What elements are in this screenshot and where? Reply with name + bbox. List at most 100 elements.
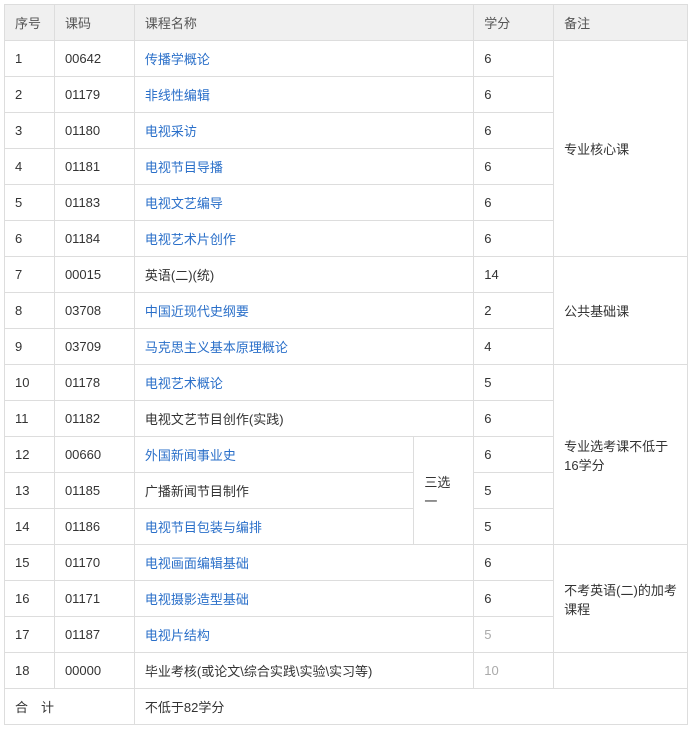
course-link[interactable]: 非线性编辑	[145, 88, 210, 103]
course-link[interactable]: 外国新闻事业史	[145, 448, 236, 463]
header-seq: 序号	[5, 5, 55, 41]
header-note: 备注	[554, 5, 688, 41]
cell-seq: 4	[5, 149, 55, 185]
cell-seq: 2	[5, 77, 55, 113]
cell-seq: 13	[5, 473, 55, 509]
course-link[interactable]: 电视艺术概论	[145, 376, 223, 391]
course-table: 序号 课码 课程名称 学分 备注 100642传播学概论6专业核心课201179…	[4, 4, 688, 725]
cell-sub: 三选一	[414, 437, 474, 545]
cell-name: 中国近现代史纲要	[134, 293, 473, 329]
cell-credit: 5	[474, 473, 554, 509]
course-link[interactable]: 电视片结构	[145, 628, 210, 643]
cell-name: 电视文艺节目创作(实践)	[134, 401, 473, 437]
cell-seq: 8	[5, 293, 55, 329]
cell-code: 01178	[54, 365, 134, 401]
cell-code: 00642	[54, 41, 134, 77]
cell-name: 电视采访	[134, 113, 473, 149]
cell-code: 01185	[54, 473, 134, 509]
cell-name: 毕业考核(或论文\综合实践\实验\实习等)	[134, 653, 473, 689]
cell-name: 广播新闻节目制作	[134, 473, 413, 509]
cell-credit: 10	[474, 653, 554, 689]
total-label: 合 计	[5, 689, 135, 725]
cell-name: 电视节目导播	[134, 149, 473, 185]
cell-code: 03708	[54, 293, 134, 329]
header-name: 课程名称	[134, 5, 413, 41]
course-link[interactable]: 电视艺术片创作	[145, 232, 236, 247]
cell-name: 非线性编辑	[134, 77, 473, 113]
header-credit: 学分	[474, 5, 554, 41]
cell-credit: 6	[474, 581, 554, 617]
cell-credit: 6	[474, 221, 554, 257]
cell-seq: 3	[5, 113, 55, 149]
cell-credit: 6	[474, 437, 554, 473]
course-link[interactable]: 电视文艺编导	[145, 196, 223, 211]
cell-seq: 14	[5, 509, 55, 545]
cell-code: 01170	[54, 545, 134, 581]
table-row: 700015英语(二)(统)14公共基础课	[5, 257, 688, 293]
total-text: 不低于82学分	[134, 689, 687, 725]
cell-name: 电视画面编辑基础	[134, 545, 473, 581]
cell-credit: 6	[474, 149, 554, 185]
cell-code: 00000	[54, 653, 134, 689]
cell-code: 00015	[54, 257, 134, 293]
cell-seq: 18	[5, 653, 55, 689]
course-link[interactable]: 中国近现代史纲要	[145, 304, 249, 319]
cell-credit: 6	[474, 77, 554, 113]
cell-seq: 15	[5, 545, 55, 581]
table-row: 1001178电视艺术概论5专业选考课不低于16学分	[5, 365, 688, 401]
cell-code: 03709	[54, 329, 134, 365]
course-link[interactable]: 电视节目包装与编排	[145, 520, 262, 535]
cell-credit: 14	[474, 257, 554, 293]
total-row: 合 计不低于82学分	[5, 689, 688, 725]
course-link[interactable]: 电视采访	[145, 124, 197, 139]
cell-code: 01183	[54, 185, 134, 221]
cell-name: 电视文艺编导	[134, 185, 473, 221]
cell-name: 马克思主义基本原理概论	[134, 329, 473, 365]
cell-code: 01179	[54, 77, 134, 113]
cell-code: 01182	[54, 401, 134, 437]
cell-credit: 6	[474, 113, 554, 149]
cell-seq: 5	[5, 185, 55, 221]
course-link[interactable]: 电视节目导播	[145, 160, 223, 175]
table-row: 1501170电视画面编辑基础6不考英语(二)的加考课程	[5, 545, 688, 581]
course-link[interactable]: 电视摄影造型基础	[145, 592, 249, 607]
header-row: 序号 课码 课程名称 学分 备注	[5, 5, 688, 41]
cell-code: 01184	[54, 221, 134, 257]
cell-seq: 16	[5, 581, 55, 617]
course-link[interactable]: 传播学概论	[145, 52, 210, 67]
cell-note: 专业核心课	[554, 41, 688, 257]
cell-code: 01186	[54, 509, 134, 545]
header-code: 课码	[54, 5, 134, 41]
table-row: 1800000毕业考核(或论文\综合实践\实验\实习等)10	[5, 653, 688, 689]
cell-name: 电视摄影造型基础	[134, 581, 473, 617]
cell-seq: 6	[5, 221, 55, 257]
cell-name: 外国新闻事业史	[134, 437, 413, 473]
cell-name: 电视艺术片创作	[134, 221, 473, 257]
cell-note: 公共基础课	[554, 257, 688, 365]
cell-seq: 1	[5, 41, 55, 77]
cell-credit: 6	[474, 41, 554, 77]
header-name-sub	[414, 5, 474, 41]
cell-note	[554, 653, 688, 689]
cell-credit: 5	[474, 509, 554, 545]
cell-code: 01180	[54, 113, 134, 149]
cell-name: 传播学概论	[134, 41, 473, 77]
cell-credit: 5	[474, 365, 554, 401]
cell-seq: 12	[5, 437, 55, 473]
table-row: 100642传播学概论6专业核心课	[5, 41, 688, 77]
cell-seq: 10	[5, 365, 55, 401]
cell-seq: 11	[5, 401, 55, 437]
cell-credit: 4	[474, 329, 554, 365]
course-link[interactable]: 电视画面编辑基础	[145, 556, 249, 571]
cell-name: 英语(二)(统)	[134, 257, 473, 293]
cell-name: 电视节目包装与编排	[134, 509, 413, 545]
cell-seq: 7	[5, 257, 55, 293]
cell-seq: 9	[5, 329, 55, 365]
cell-note: 专业选考课不低于16学分	[554, 365, 688, 545]
cell-code: 01181	[54, 149, 134, 185]
cell-name: 电视艺术概论	[134, 365, 473, 401]
course-link[interactable]: 马克思主义基本原理概论	[145, 340, 288, 355]
cell-credit: 2	[474, 293, 554, 329]
cell-credit: 6	[474, 401, 554, 437]
cell-code: 00660	[54, 437, 134, 473]
